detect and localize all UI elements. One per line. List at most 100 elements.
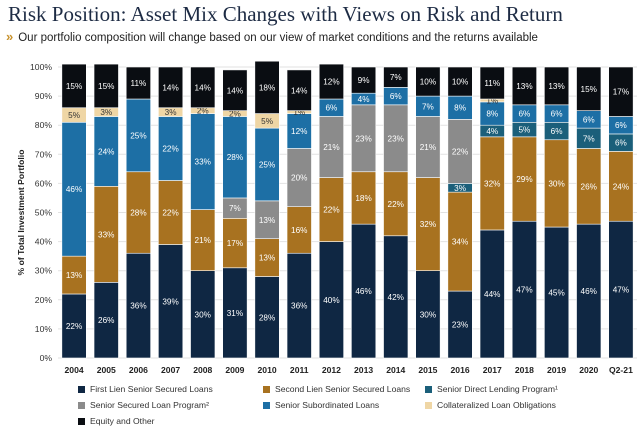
legend-item: Senior Subordinated Loans — [263, 400, 379, 410]
data-label: 17% — [613, 88, 629, 97]
bar-segment — [544, 139, 570, 228]
data-label: 28% — [259, 313, 275, 322]
legend-item: Second Lien Senior Secured Loans — [263, 384, 410, 394]
data-label: 42% — [388, 293, 404, 302]
bar-segment — [190, 66, 216, 109]
data-label: 15% — [66, 82, 82, 91]
bar-segment — [318, 63, 344, 100]
data-label: 4% — [486, 127, 498, 136]
data-label: 22% — [66, 322, 82, 331]
bar-segment — [158, 66, 184, 109]
bar-segment — [318, 116, 344, 178]
x-tick-label: 2004 — [65, 365, 84, 375]
legend-label: First Lien Senior Secured Loans — [90, 384, 213, 394]
data-label: 44% — [484, 290, 500, 299]
bar-segment — [576, 223, 602, 359]
bar-segment — [93, 63, 119, 109]
y-tick-label: 20% — [35, 295, 53, 305]
y-tick-label: 90% — [35, 91, 53, 101]
data-label: 46% — [355, 287, 371, 296]
data-label: 5% — [518, 126, 530, 135]
data-label: 4% — [358, 95, 370, 104]
bar-segment — [351, 104, 377, 173]
bar-segment — [222, 267, 248, 359]
data-label: 24% — [98, 147, 114, 156]
bar-segment — [318, 241, 344, 359]
data-label: 18% — [355, 194, 371, 203]
data-label: 7% — [583, 134, 595, 143]
data-label: 3% — [165, 108, 177, 117]
bar-segment — [190, 270, 216, 359]
data-label: 13% — [259, 216, 275, 225]
data-label: 22% — [162, 144, 178, 153]
bar-segment — [608, 66, 634, 117]
y-tick-label: 60% — [35, 178, 53, 188]
bar-segment — [608, 151, 634, 222]
data-label: 3% — [454, 184, 466, 193]
x-tick-label: 2008 — [193, 365, 212, 375]
data-label: 32% — [484, 179, 500, 188]
bar-segment — [286, 69, 312, 111]
data-label: 1% — [293, 108, 305, 117]
legend-label: Senior Subordinated Loans — [275, 400, 380, 410]
bar-segment — [61, 121, 87, 257]
bar-segment — [479, 66, 505, 100]
bar-segment — [576, 66, 602, 111]
data-label: 5% — [68, 111, 80, 120]
bar-segment — [254, 127, 280, 202]
bar-segment — [511, 66, 537, 106]
bar-segment — [222, 116, 248, 199]
data-label: 20% — [291, 174, 307, 183]
x-tick-label: 2017 — [483, 365, 502, 375]
bar-segment — [61, 63, 87, 109]
data-label: 23% — [388, 134, 404, 143]
data-label: 14% — [227, 86, 243, 95]
bar-segment — [511, 220, 537, 359]
data-label: 8% — [486, 110, 498, 119]
legend-label: Senior Direct Lending Program¹ — [437, 384, 558, 394]
y-axis-label: % of Total Investment Portfolio — [16, 150, 26, 276]
bar-segment — [254, 276, 280, 359]
bar-segment — [158, 244, 184, 359]
data-label: 17% — [227, 239, 243, 248]
stacked-bar-chart: 0% 10% 20% 30% 40% 50% 60% 70% 80% 90% 100% % of To… — [16, 60, 637, 375]
bar-segment — [125, 171, 151, 254]
bar-segment — [383, 66, 409, 88]
data-label: 2% — [229, 110, 241, 119]
bar-segment — [61, 293, 87, 359]
data-label: 34% — [452, 238, 468, 247]
data-label: 7% — [390, 73, 402, 82]
x-tick-label: Q2-21 — [609, 365, 633, 375]
bar-segment — [61, 255, 87, 295]
bar-segment — [479, 229, 505, 359]
data-label: 40% — [323, 296, 339, 305]
bar-segment — [190, 209, 216, 271]
x-tick-label: 2013 — [354, 365, 373, 375]
legend-item: Collateralized Loan Obligations — [425, 400, 556, 410]
x-tick-label: 2007 — [161, 365, 180, 375]
data-label: 15% — [98, 82, 114, 91]
data-label: 13% — [66, 271, 82, 280]
data-label: 13% — [516, 82, 532, 91]
chevron-icon: » — [6, 29, 13, 44]
bar-segment — [125, 98, 151, 173]
bar-segment — [447, 119, 473, 184]
bar-segment — [93, 186, 119, 283]
y-tick-label: 50% — [35, 208, 53, 218]
y-tick-label: 80% — [35, 120, 53, 130]
bar-segment — [415, 177, 441, 272]
x-tick-label: 2009 — [225, 365, 244, 375]
data-label: 18% — [259, 83, 275, 92]
data-label: 22% — [452, 147, 468, 156]
data-label: 26% — [98, 316, 114, 325]
data-label: 33% — [98, 230, 114, 239]
bar-segment — [158, 116, 184, 181]
data-label: 45% — [548, 289, 564, 298]
data-label: 14% — [195, 83, 211, 92]
data-label: 22% — [388, 200, 404, 209]
data-label: 13% — [259, 254, 275, 263]
bar-segment — [415, 116, 441, 178]
data-label: 32% — [420, 220, 436, 229]
data-label: 14% — [162, 83, 178, 92]
legend-swatch — [78, 417, 85, 425]
